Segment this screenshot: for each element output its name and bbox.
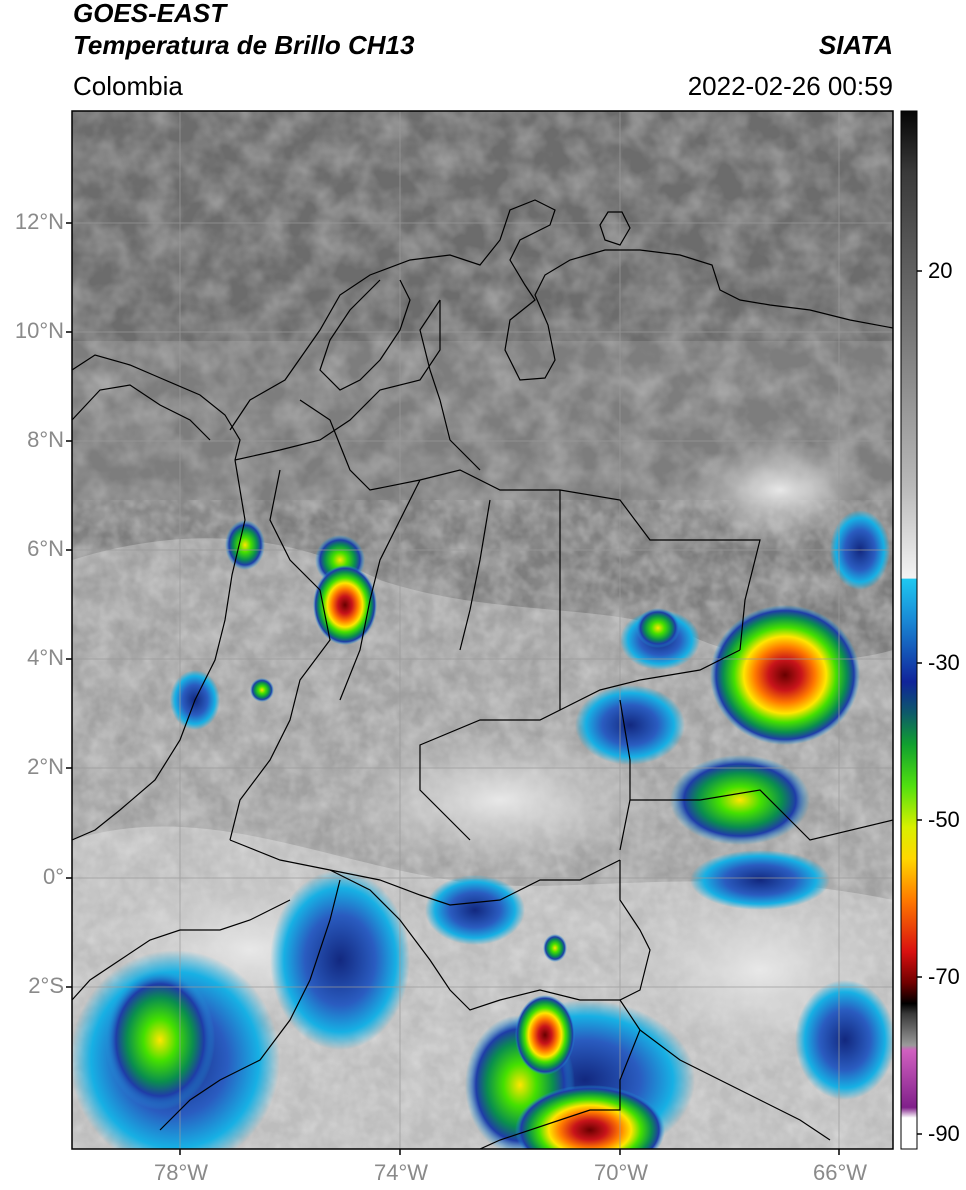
- lon-label-78w: 78°W: [154, 1160, 209, 1185]
- convective-clouds: [72, 510, 893, 1149]
- lat-label-10n: 10°N: [14, 318, 64, 343]
- lat-label-12n: 12°N: [14, 209, 64, 234]
- lon-label-74w: 74°W: [374, 1160, 429, 1185]
- colorbar-label-minus70: -70: [928, 964, 960, 989]
- colorbar-label-minus90: -90: [928, 1121, 960, 1146]
- colorbar-label-20: 20: [928, 258, 953, 283]
- lat-label-0: 0°: [42, 864, 64, 889]
- lat-label-4n: 4°N: [27, 645, 64, 670]
- axis-ticks: [66, 222, 922, 1155]
- map-grid: [72, 111, 893, 1149]
- lon-label-70w: 70°W: [594, 1160, 649, 1185]
- organization-label: SIATA: [818, 30, 893, 60]
- satellite-title: GOES-EAST: [73, 0, 227, 28]
- lat-label-2n: 2°N: [27, 754, 64, 779]
- lat-label-8n: 8°N: [27, 427, 64, 452]
- lon-label-66w: 66°W: [813, 1160, 868, 1185]
- colorbar-label-minus30: -30: [928, 650, 960, 675]
- colorbar-label-minus50: -50: [928, 807, 960, 832]
- region-label: Colombia: [73, 71, 183, 101]
- coastlines-borders: [72, 199, 893, 1149]
- lat-label-2s: 2°S: [28, 973, 64, 998]
- lat-label-6n: 6°N: [27, 536, 64, 561]
- product-title: Temperatura de Brillo CH13: [73, 30, 415, 60]
- colorbar: [900, 110, 918, 1150]
- timestamp-label: 2022-02-26 00:59: [687, 71, 893, 101]
- map-frame: [71, 110, 894, 1150]
